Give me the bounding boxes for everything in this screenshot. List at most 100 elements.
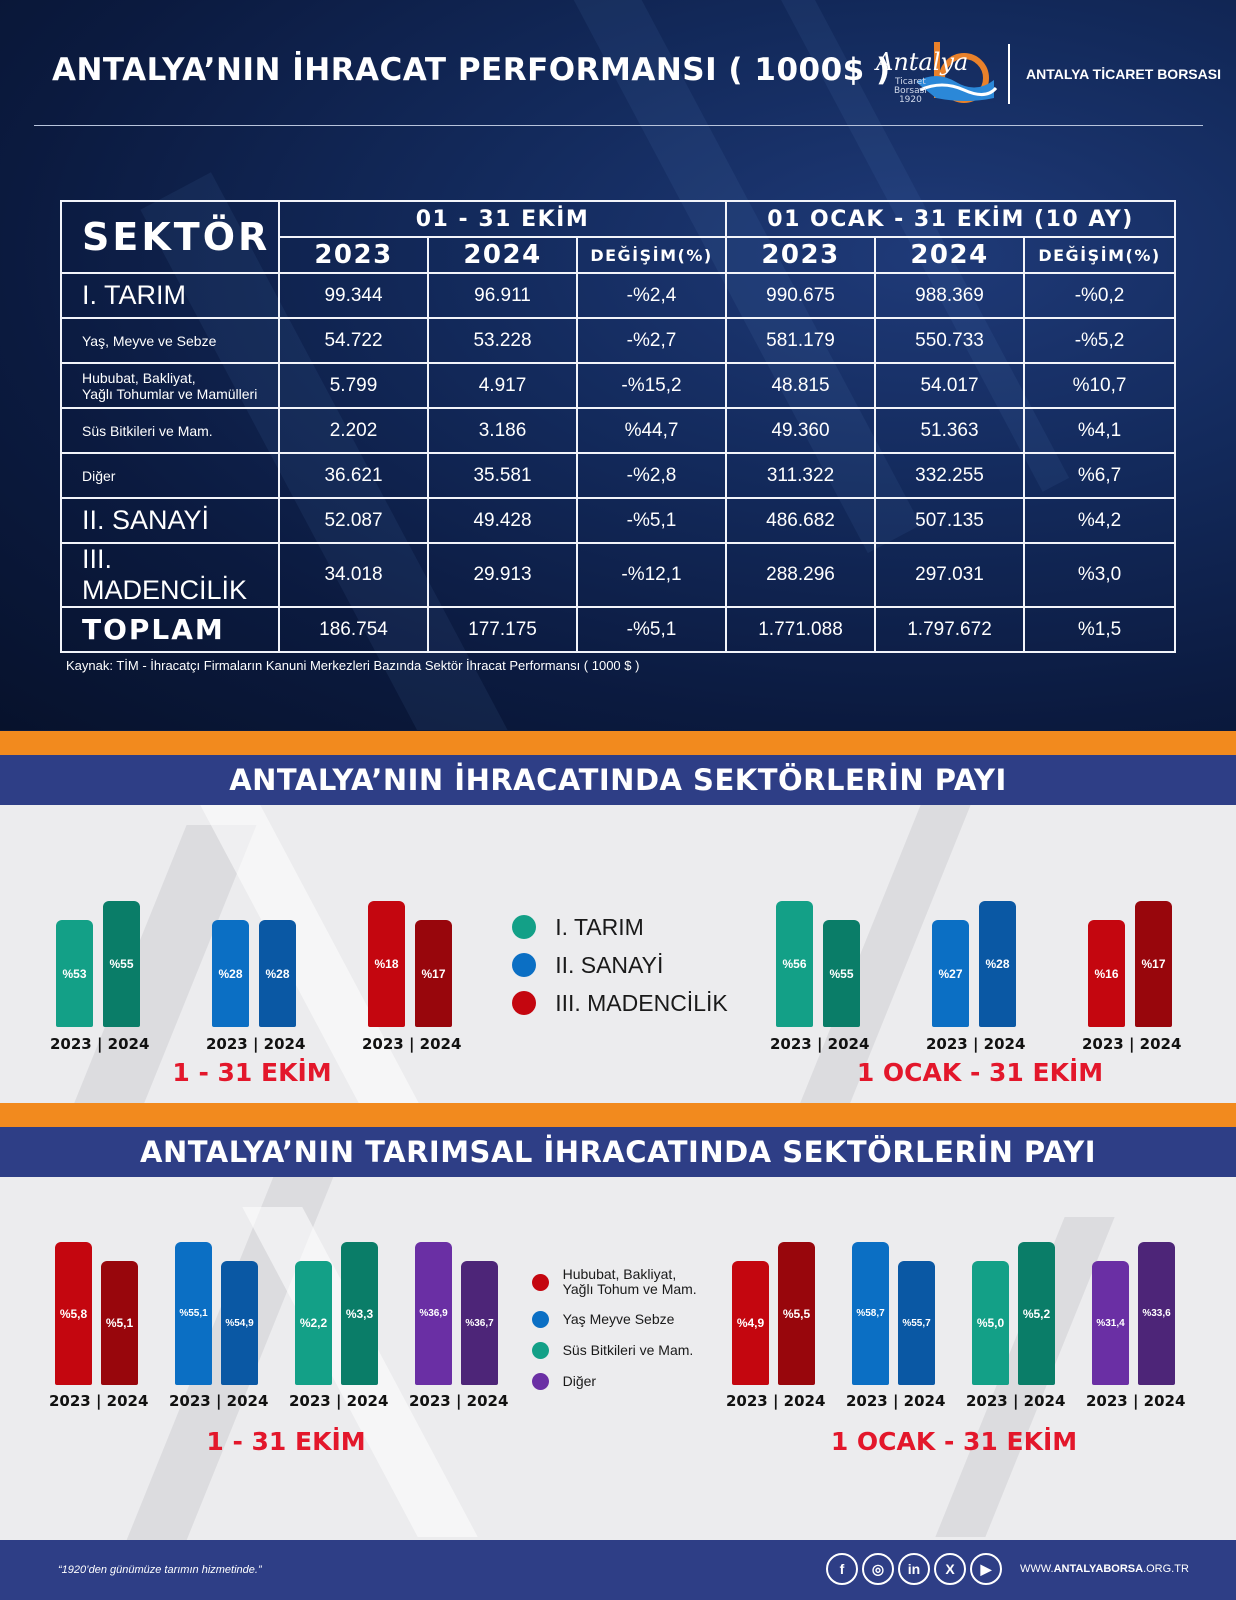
years-label: 2023 | 2024 bbox=[409, 1392, 509, 1410]
years-label: 2023 | 2024 bbox=[169, 1392, 269, 1410]
table-cell: 52.087 bbox=[278, 497, 429, 544]
sector-header: SEKTÖR bbox=[60, 200, 280, 274]
table-row: II. SANAYİ 52.087 49.428 -%5,1 486.682 507.13… bbox=[60, 497, 1177, 544]
footer: “1920’den günümüze tarımın hizmetinde.” … bbox=[0, 1540, 1236, 1600]
legend-item: Yaş Meyve Sebze bbox=[532, 1311, 697, 1328]
table-row: Süs Bitkileri ve Mam. 2.202 3.186 %44,7 49.3… bbox=[60, 407, 1177, 454]
table-cell: -%2,7 bbox=[576, 317, 727, 364]
table-cell: -%12,1 bbox=[576, 542, 727, 608]
legend-label: Diğer bbox=[562, 1373, 597, 1389]
page-title: ANTALYA’NIN İHRACAT PERFORMANSI ( 1000$ … bbox=[52, 52, 891, 88]
section2-panel: 1 - 31 EKİM 1 OCAK - 31 EKİM Hububat, Ba… bbox=[0, 1177, 1236, 1540]
table-cell: %44,7 bbox=[576, 407, 727, 454]
col-header-2023: 2023 bbox=[725, 236, 876, 274]
section1-legend: I. TARIM II. SANAYİ III. MADENCİLİK bbox=[512, 915, 728, 1029]
years-label: 2023 | 2024 bbox=[206, 1035, 306, 1053]
table-cell: -%5,2 bbox=[1022, 317, 1177, 364]
logo-subtitle: Ticaret Borsası 1920 bbox=[894, 78, 927, 105]
col-header-change: DEĞİŞİM(%) bbox=[1022, 236, 1177, 274]
table-cell: 297.031 bbox=[874, 542, 1025, 608]
bar-23: %28 bbox=[212, 920, 249, 1027]
table-cell: 36.621 bbox=[278, 452, 429, 499]
table-cell: 3.186 bbox=[427, 407, 578, 454]
row-label: II. SANAYİ bbox=[60, 497, 280, 544]
orange-stripe bbox=[0, 731, 1236, 755]
table-row: I. TARIM 99.344 96.911 -%2,4 990.675 988.369-… bbox=[60, 272, 1177, 319]
logo-script-text: Antalya bbox=[876, 48, 969, 76]
x-icon[interactable]: X bbox=[934, 1553, 966, 1585]
table-cell: %6,7 bbox=[1022, 452, 1177, 499]
header-section: ANTALYA’NIN İHRACAT PERFORMANSI ( 1000$ … bbox=[0, 0, 1236, 730]
export-performance-table: SEKTÖR 01 - 31 EKİM 01 OCAK - 31 EKİM (1… bbox=[60, 200, 1177, 653]
table-row: TOPLAM 186.754 177.175 -%5,1 1.771.088 1.797.… bbox=[60, 606, 1177, 653]
table-row: III. MADENCİLİK 34.018 29.913 -%12,1 288.296… bbox=[60, 542, 1177, 608]
logo-emblem-icon bbox=[916, 42, 998, 103]
section1-panel: 1 - 31 EKİM 1 OCAK - 31 EKİM I. TARIM II.… bbox=[0, 805, 1236, 1103]
instagram-icon[interactable]: ◎ bbox=[862, 1553, 894, 1585]
table-cell: 29.913 bbox=[427, 542, 578, 608]
legend-dot-icon bbox=[512, 953, 536, 977]
legend-label: II. SANAYİ bbox=[555, 952, 664, 978]
table-cell: 54.722 bbox=[278, 317, 429, 364]
bar-24: %55,7 bbox=[898, 1261, 935, 1385]
bar-24: %28 bbox=[259, 920, 296, 1027]
legend-item: I. TARIM bbox=[512, 915, 728, 939]
bar-24: %5,2 bbox=[1018, 1242, 1055, 1385]
table-cell: %1,5 bbox=[1022, 606, 1177, 653]
table-cell: 34.018 bbox=[278, 542, 429, 608]
facebook-icon[interactable]: f bbox=[826, 1553, 858, 1585]
table-cell: -%2,4 bbox=[576, 272, 727, 319]
bar-23: %53 bbox=[56, 920, 93, 1027]
legend-item: II. SANAYİ bbox=[512, 953, 728, 977]
row-label: Hububat, Bakliyat, Yağlı Tohumlar ve Mam… bbox=[60, 362, 280, 409]
website-link[interactable]: WWW.ANTALYABORSA.ORG.TR bbox=[1020, 1563, 1189, 1575]
table-row: Diğer 36.621 35.581 -%2,8 311.322 332.255 %6,7 bbox=[60, 452, 1177, 499]
bar-23: %58,7 bbox=[852, 1242, 889, 1385]
years-label: 2023 | 2024 bbox=[362, 1035, 462, 1053]
years-label: 2023 | 2024 bbox=[289, 1392, 389, 1410]
linkedin-icon[interactable]: in bbox=[898, 1553, 930, 1585]
youtube-icon[interactable]: ▶ bbox=[970, 1553, 1002, 1585]
bar-24: %28 bbox=[979, 901, 1016, 1027]
table-cell: -%0,2 bbox=[1022, 272, 1177, 319]
table-cell: 507.135 bbox=[874, 497, 1025, 544]
col-header-2024: 2024 bbox=[427, 236, 578, 274]
years-label: 2023 | 2024 bbox=[926, 1035, 1026, 1053]
table-cell: 2.202 bbox=[278, 407, 429, 454]
row-label: Yaş, Meyve ve Sebze bbox=[60, 317, 280, 364]
table-cell: 1.797.672 bbox=[874, 606, 1025, 653]
table-cell: 99.344 bbox=[278, 272, 429, 319]
logo-sub-line2: Borsası bbox=[894, 86, 927, 96]
bar-24: %5,1 bbox=[101, 1261, 138, 1385]
legend-label: Süs Bitkileri ve Mam. bbox=[562, 1342, 694, 1358]
legend-dot-icon bbox=[532, 1373, 549, 1390]
years-label: 2023 | 2024 bbox=[726, 1392, 826, 1410]
table-cell: 49.428 bbox=[427, 497, 578, 544]
bar-24: %36,7 bbox=[461, 1261, 498, 1385]
legend-label: I. TARIM bbox=[555, 914, 644, 940]
legend-item: III. MADENCİLİK bbox=[512, 991, 728, 1015]
row-label: I. TARIM bbox=[60, 272, 280, 319]
section2-title: ANTALYA’NIN TARIMSAL İHRACATINDA SEKTÖRL… bbox=[0, 1127, 1236, 1177]
footer-motto: “1920’den günümüze tarımın hizmetinde.” bbox=[58, 1564, 262, 1576]
table-cell: 4.917 bbox=[427, 362, 578, 409]
table-row: Yaş, Meyve ve Sebze 54.722 53.228 -%2,7 581.… bbox=[60, 317, 1177, 364]
bar-23: %5,8 bbox=[55, 1242, 92, 1385]
table-cell: 486.682 bbox=[725, 497, 876, 544]
row-label: III. MADENCİLİK bbox=[60, 542, 280, 608]
bar-23: %31,4 bbox=[1092, 1261, 1129, 1385]
years-label: 2023 | 2024 bbox=[1082, 1035, 1182, 1053]
years-label: 2023 | 2024 bbox=[966, 1392, 1066, 1410]
table-cell: %4,1 bbox=[1022, 407, 1177, 454]
table-cell: 990.675 bbox=[725, 272, 876, 319]
table-cell: 581.179 bbox=[725, 317, 876, 364]
row-label: Süs Bitkileri ve Mam. bbox=[60, 407, 280, 454]
table-cell: 1.771.088 bbox=[725, 606, 876, 653]
group-header-october: 01 - 31 EKİM bbox=[278, 200, 727, 238]
table-cell: 53.228 bbox=[427, 317, 578, 364]
table-cell: 96.911 bbox=[427, 272, 578, 319]
row-label: Diğer bbox=[60, 452, 280, 499]
years-label: 2023 | 2024 bbox=[1086, 1392, 1186, 1410]
bar-24: %55 bbox=[823, 920, 860, 1027]
table-cell: 49.360 bbox=[725, 407, 876, 454]
